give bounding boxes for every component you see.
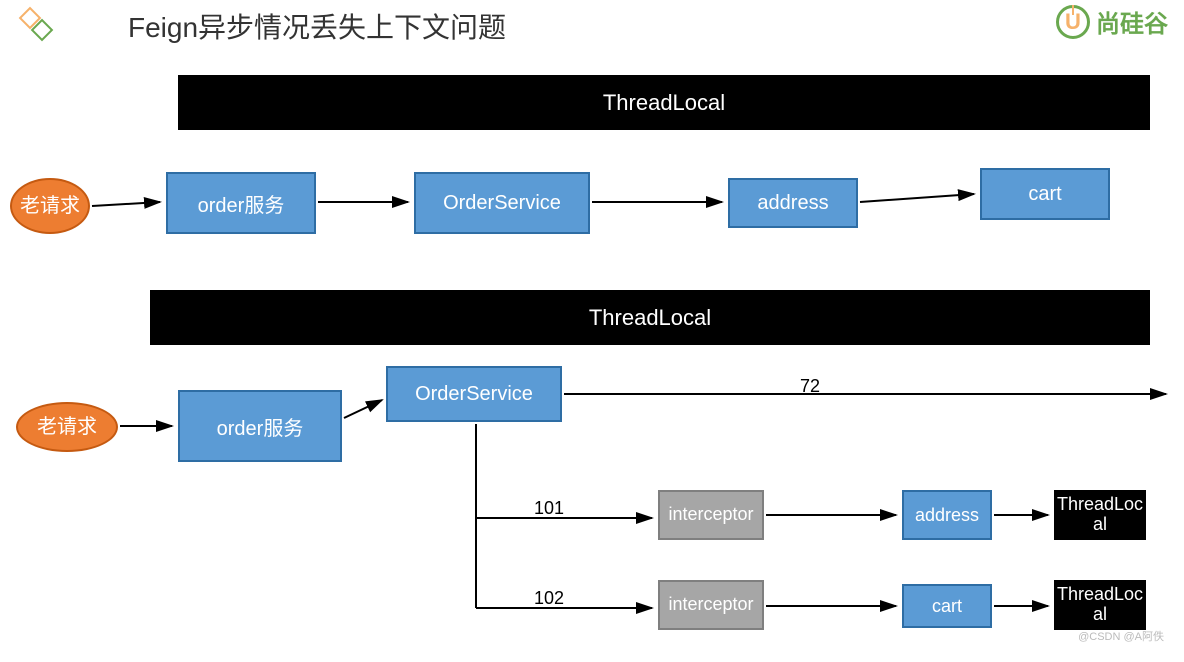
orderservice-box-1: OrderService (414, 172, 590, 234)
threadlocal-box-a: ThreadLocal (1054, 490, 1146, 540)
order-service-box-1: order服务 (166, 172, 316, 234)
page-title: Feign异步情况丢失上下文问题 (128, 6, 506, 46)
address-box-2: address (902, 490, 992, 540)
order-service-box-2: order服务 (178, 390, 342, 462)
interceptor-box-2: interceptor (658, 580, 764, 630)
threadlocal-box-b: ThreadLocal (1054, 580, 1146, 630)
cart-box-2: cart (902, 584, 992, 628)
old-request-oval-1: 老请求 (10, 178, 90, 234)
threadlocal-bar-1: ThreadLocal (178, 75, 1150, 130)
brand-logo: U 尚硅谷 (1056, 4, 1168, 39)
threadlocal-bar-2: ThreadLocal (150, 290, 1150, 345)
old-request-oval-2: 老请求 (16, 402, 118, 452)
watermark: @CSDN @A阿佚 (1078, 628, 1164, 644)
interceptor-box-1: interceptor (658, 490, 764, 540)
edge-label-102: 102 (534, 588, 564, 609)
address-box-1: address (728, 178, 858, 228)
brand-icon: U (1056, 5, 1090, 39)
orderservice-box-2: OrderService (386, 366, 562, 422)
edge-label-72: 72 (800, 376, 820, 397)
brand-text: 尚硅谷 (1096, 4, 1168, 39)
cart-box-1: cart (980, 168, 1110, 220)
edge-label-101: 101 (534, 498, 564, 519)
